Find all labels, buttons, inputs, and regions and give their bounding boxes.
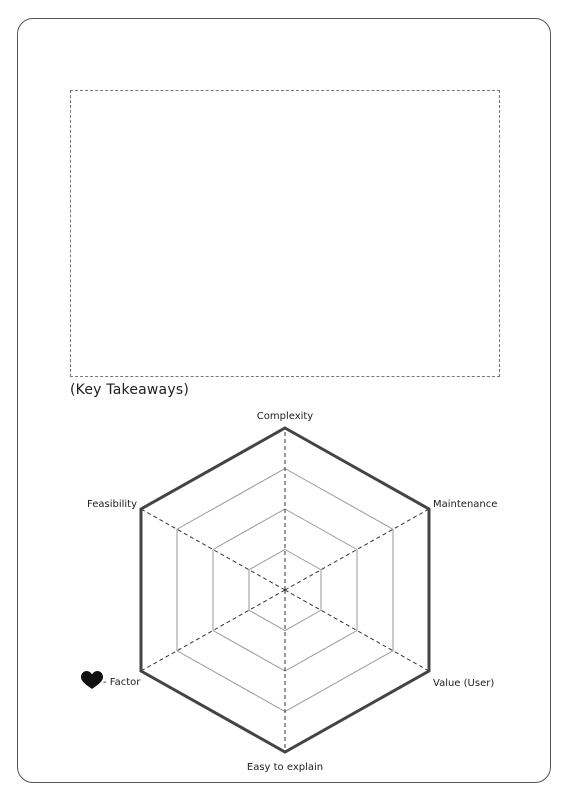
axis-label-feasibility: Feasibility bbox=[87, 499, 137, 510]
axis-label-value-user: Value (User) bbox=[433, 678, 494, 689]
worksheet-card bbox=[17, 18, 551, 783]
radar-outer-hexagon bbox=[139, 426, 431, 754]
factor-label: Factor bbox=[110, 677, 141, 688]
axis-label-complexity: Complexity bbox=[257, 411, 314, 422]
key-takeaways-label: (Key Takeaways) bbox=[70, 382, 189, 398]
axis-label-maintenance: Maintenance bbox=[433, 499, 497, 510]
axis-label-easy-to-explain: Easy to explain bbox=[247, 762, 323, 773]
heart-icon bbox=[81, 671, 103, 689]
radar-ring bbox=[248, 548, 322, 632]
factor-prefix: - bbox=[103, 677, 110, 688]
svg-text:- Factor: - Factor bbox=[103, 677, 141, 688]
radar-spokes bbox=[140, 428, 430, 752]
key-takeaways-box[interactable] bbox=[70, 90, 500, 377]
axis-label-factor: - Factor bbox=[81, 671, 141, 689]
